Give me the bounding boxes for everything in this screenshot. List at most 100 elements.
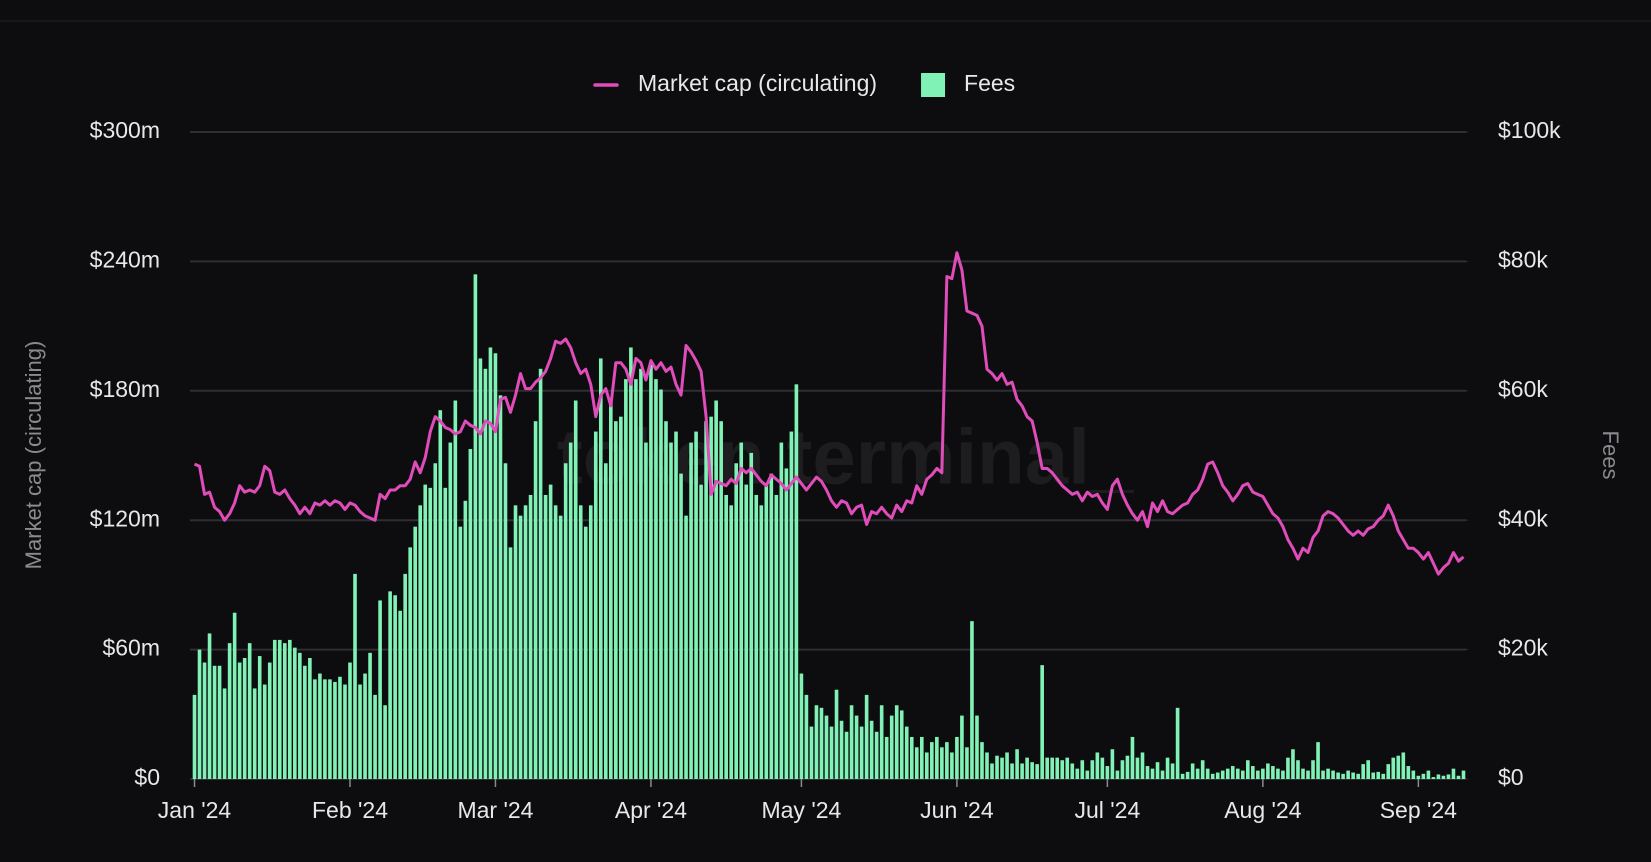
bar bbox=[202, 662, 207, 779]
bar bbox=[1110, 749, 1115, 779]
bar bbox=[774, 494, 779, 779]
bar bbox=[1396, 755, 1401, 779]
bar bbox=[1266, 763, 1270, 779]
bar bbox=[1316, 742, 1320, 779]
bar bbox=[804, 694, 809, 779]
bar bbox=[1040, 665, 1044, 779]
bar bbox=[1371, 772, 1376, 779]
bar bbox=[508, 547, 513, 779]
bar bbox=[578, 505, 583, 779]
bar bbox=[839, 720, 844, 779]
x-tick-label: Jul '24 bbox=[1074, 797, 1140, 823]
bar bbox=[654, 379, 658, 779]
bar bbox=[408, 547, 412, 779]
bar bbox=[869, 720, 874, 779]
bar bbox=[975, 715, 979, 779]
bar bbox=[829, 726, 834, 779]
bar bbox=[914, 747, 919, 779]
bar bbox=[503, 463, 508, 779]
bar bbox=[423, 484, 428, 779]
bar bbox=[684, 515, 688, 779]
bar bbox=[909, 736, 914, 779]
bar bbox=[945, 742, 949, 779]
legend-label: Fees bbox=[964, 70, 1015, 96]
bar bbox=[764, 484, 769, 779]
bar bbox=[1416, 775, 1421, 779]
bar bbox=[1145, 766, 1150, 779]
bar bbox=[904, 726, 909, 779]
bar bbox=[1225, 768, 1230, 779]
bar bbox=[739, 442, 744, 779]
bar bbox=[603, 463, 608, 779]
x-tick-label: Feb '24 bbox=[312, 797, 388, 823]
bar bbox=[679, 473, 683, 779]
bar bbox=[1080, 760, 1085, 779]
bar bbox=[754, 494, 759, 779]
legend-swatch bbox=[921, 73, 946, 97]
bar bbox=[1331, 770, 1335, 779]
bar bbox=[262, 684, 267, 779]
bar bbox=[1436, 774, 1441, 779]
bar bbox=[1000, 757, 1004, 779]
bar bbox=[272, 639, 277, 779]
bar bbox=[729, 505, 733, 779]
bar bbox=[709, 416, 713, 779]
bar bbox=[232, 612, 237, 779]
legend: Market cap (circulating) Fees bbox=[593, 70, 1015, 97]
bar bbox=[664, 421, 668, 779]
bar bbox=[1135, 757, 1140, 779]
bar bbox=[463, 500, 468, 779]
bar bbox=[468, 449, 473, 779]
y-tick-label: $240m bbox=[90, 246, 160, 272]
bar bbox=[593, 431, 598, 779]
bar bbox=[694, 431, 698, 779]
bar bbox=[1361, 764, 1365, 779]
bar bbox=[704, 421, 708, 779]
bar bbox=[699, 484, 703, 779]
bar bbox=[1230, 766, 1235, 779]
bar bbox=[1190, 763, 1195, 779]
bar bbox=[955, 736, 959, 779]
bar bbox=[1431, 777, 1436, 779]
bar bbox=[629, 347, 633, 779]
bar bbox=[899, 710, 904, 779]
bar bbox=[1301, 768, 1305, 779]
bar bbox=[719, 421, 723, 779]
bar bbox=[1165, 757, 1170, 779]
bar bbox=[874, 731, 879, 779]
bar bbox=[227, 643, 232, 779]
bar bbox=[1291, 749, 1295, 779]
bar bbox=[1351, 772, 1355, 779]
bar bbox=[573, 400, 578, 779]
bar bbox=[1065, 757, 1070, 779]
bar bbox=[298, 652, 302, 779]
bar bbox=[1251, 766, 1255, 779]
bar bbox=[418, 505, 423, 779]
bar bbox=[824, 715, 829, 779]
bar bbox=[267, 662, 272, 779]
bar bbox=[844, 731, 849, 779]
bar bbox=[669, 442, 673, 779]
line bbox=[193, 251, 1465, 576]
bar bbox=[478, 358, 483, 779]
bar bbox=[799, 673, 804, 779]
bar bbox=[1451, 768, 1456, 779]
bar bbox=[1306, 770, 1310, 779]
bar bbox=[1271, 766, 1275, 779]
y-tick-label: $120m bbox=[90, 505, 160, 531]
bar bbox=[1020, 763, 1024, 779]
bar bbox=[1391, 757, 1396, 779]
bar bbox=[348, 662, 352, 779]
bar bbox=[734, 463, 739, 779]
bar bbox=[538, 368, 543, 779]
bar bbox=[242, 658, 247, 779]
bar bbox=[950, 752, 954, 779]
y2-tick-label: $100k bbox=[1498, 117, 1561, 143]
bar bbox=[488, 347, 493, 779]
bar bbox=[759, 505, 764, 779]
y2-tick-label: $40k bbox=[1498, 505, 1548, 531]
bar bbox=[864, 694, 869, 779]
bar bbox=[985, 752, 989, 779]
bar bbox=[960, 715, 964, 779]
bar bbox=[523, 505, 528, 779]
